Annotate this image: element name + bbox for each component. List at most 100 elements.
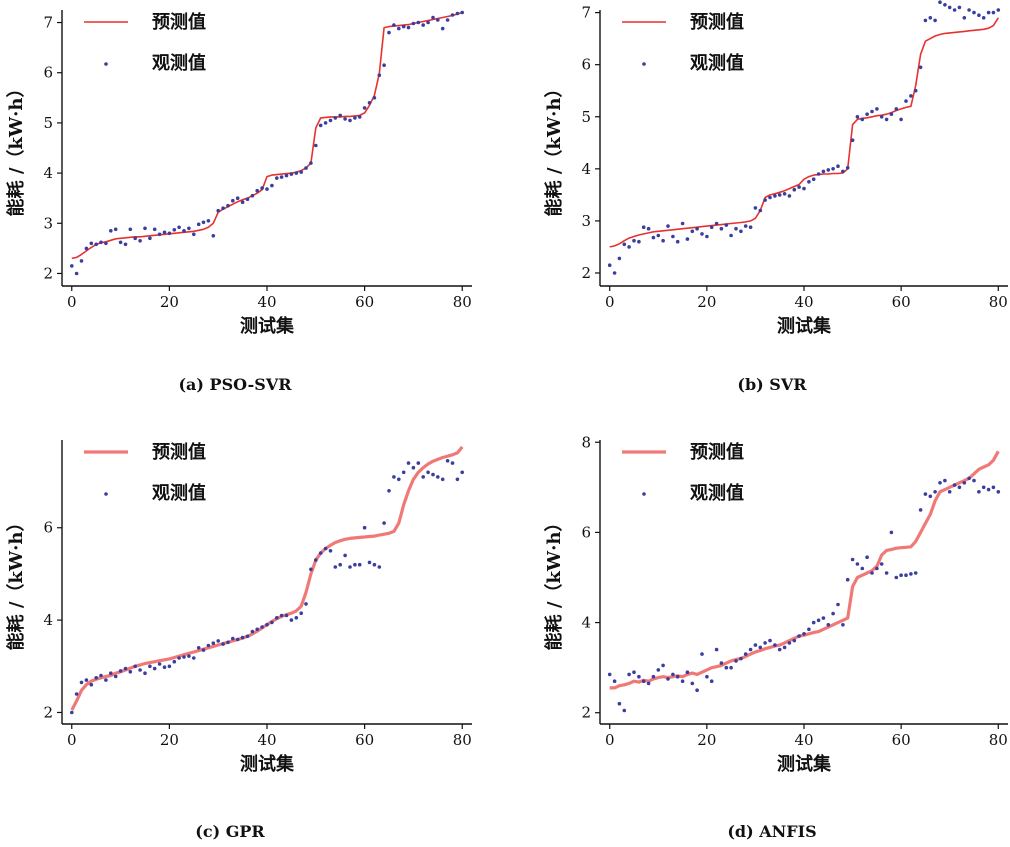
- observed-point: [201, 648, 206, 652]
- observed-point: [773, 194, 777, 198]
- observed-point: [768, 195, 772, 200]
- observed-point: [841, 623, 845, 627]
- observed-point: [850, 138, 855, 142]
- observed-point: [440, 26, 445, 31]
- observed-point: [709, 679, 714, 683]
- predicted-line: [609, 450, 1000, 690]
- observed-point: [641, 679, 646, 683]
- y-tick-label: 8: [581, 433, 591, 451]
- x-tick-label: 0: [67, 293, 77, 311]
- observed-point: [260, 186, 264, 190]
- y-tick-label: 4: [581, 160, 591, 178]
- y-tick-label: 5: [43, 114, 53, 132]
- observed-point: [84, 246, 89, 251]
- observed-point: [406, 25, 411, 30]
- observed-point: [666, 677, 670, 681]
- observed-point: [632, 238, 636, 243]
- observed-point: [84, 678, 89, 682]
- y-tick-label: 2: [581, 704, 591, 722]
- observed-point: [445, 459, 450, 463]
- x-tick-label: 0: [67, 731, 77, 749]
- observed-point: [879, 562, 884, 566]
- observed-point: [118, 669, 123, 673]
- observed-point: [894, 575, 899, 580]
- observed-point: [923, 18, 928, 23]
- x-axis-title: 测试集: [240, 315, 295, 337]
- observed-point: [455, 477, 460, 482]
- observed-point: [216, 208, 220, 213]
- observed-point: [641, 225, 646, 229]
- observed-point: [646, 681, 651, 686]
- observed-point: [622, 708, 627, 713]
- observed-point: [314, 143, 318, 148]
- observed-point: [753, 643, 758, 647]
- observed-point: [777, 193, 782, 197]
- observed-point: [333, 565, 338, 569]
- y-tick-label: 6: [43, 519, 53, 537]
- observed-point: [450, 13, 455, 17]
- legend-label-observed: 观测值: [690, 482, 744, 504]
- observed-point: [977, 490, 981, 494]
- observed-point: [763, 198, 767, 202]
- observed-point: [421, 475, 426, 479]
- x-tick-label: 20: [697, 293, 716, 311]
- observed-point: [426, 20, 430, 25]
- observed-point: [700, 232, 704, 236]
- observed-point: [440, 477, 445, 482]
- x-tick-label: 40: [257, 293, 276, 311]
- observed-point: [123, 242, 128, 247]
- observed-point: [397, 26, 401, 31]
- observed-point: [938, 481, 942, 485]
- observed-point: [831, 167, 835, 171]
- observed-point: [836, 164, 840, 168]
- observed-point: [362, 106, 367, 110]
- y-tick-label: 6: [43, 64, 53, 82]
- observed-point: [450, 461, 455, 465]
- observed-point: [753, 206, 758, 210]
- observed-point: [426, 470, 430, 475]
- observed-point: [612, 679, 617, 683]
- observed-point: [928, 15, 933, 20]
- observed-point: [309, 161, 313, 165]
- observed-point: [187, 654, 191, 658]
- observed-point: [113, 674, 118, 679]
- observed-point: [353, 116, 357, 120]
- observed-point: [250, 193, 255, 198]
- observed-point: [884, 117, 889, 122]
- legend-label-predicted: 预测值: [152, 441, 206, 463]
- observed-point: [192, 656, 196, 660]
- observed-point: [299, 611, 304, 615]
- observed-point: [841, 169, 845, 174]
- observed-point: [348, 565, 352, 569]
- observed-point: [284, 173, 289, 178]
- observed-point: [231, 198, 235, 203]
- observed-point: [875, 107, 879, 111]
- observed-point: [758, 645, 763, 650]
- observed-point: [889, 112, 894, 116]
- observed-point: [118, 240, 123, 245]
- observed-point: [338, 562, 343, 567]
- observed-point: [436, 18, 440, 22]
- x-tick-label: 40: [794, 293, 813, 311]
- observed-point: [709, 225, 714, 229]
- x-tick-label: 80: [989, 731, 1008, 749]
- observed-point: [666, 224, 670, 228]
- observed-point: [367, 101, 372, 105]
- observed-point: [899, 573, 903, 577]
- observed-point: [909, 94, 913, 98]
- y-tick-label: 6: [581, 56, 591, 74]
- observed-point: [328, 118, 333, 123]
- predicted-line: [609, 17, 999, 248]
- observed-point: [865, 112, 869, 116]
- x-tick-label: 80: [453, 731, 472, 749]
- observed-point: [904, 573, 908, 577]
- observed-point: [357, 562, 362, 567]
- observed-point: [94, 676, 98, 680]
- observed-point: [109, 671, 113, 675]
- observed-point: [397, 477, 401, 482]
- observed-point: [705, 234, 709, 239]
- observed-point: [260, 625, 264, 629]
- observed-point: [294, 171, 299, 175]
- x-tick-label: 80: [453, 293, 472, 311]
